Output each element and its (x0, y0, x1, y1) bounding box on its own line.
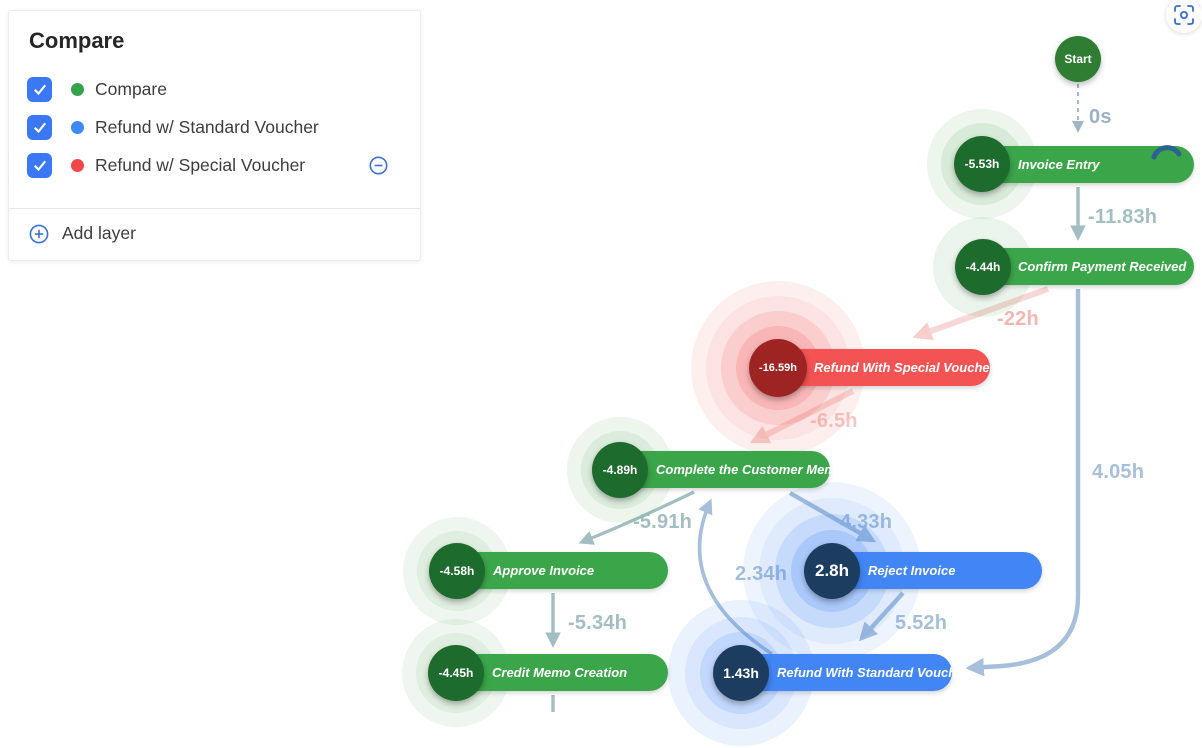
node-start[interactable]: Start (1055, 36, 1101, 82)
edge-label[interactable]: -22h (997, 308, 1039, 330)
node-badge[interactable]: 1.43h (713, 645, 769, 701)
edge-complete-approve[interactable] (578, 490, 695, 545)
edge-label[interactable]: -6.5h (810, 410, 858, 432)
node-label: Confirm Payment Received (1018, 259, 1187, 274)
node-label: Start (1064, 52, 1092, 66)
node-label: Reject Invoice (868, 563, 956, 578)
layer-checkbox[interactable] (27, 114, 52, 140)
node-badge[interactable]: -4.89h (592, 442, 648, 498)
node-credit-memo-creation[interactable]: Credit Memo Creation (459, 654, 668, 691)
node-reject-invoice[interactable]: Reject Invoice (835, 552, 1042, 589)
node-label: Complete the Customer Memo (656, 462, 844, 477)
node-badge[interactable]: -4.44h (955, 239, 1011, 295)
node-label: Refund With Standard Voucher (777, 665, 969, 680)
node-refund-with-special-voucher[interactable]: Refund With Special Voucher (781, 349, 995, 386)
fit-view-button[interactable] (1166, 0, 1202, 33)
edge-special-voucher-complete[interactable] (749, 388, 855, 444)
layer-color-dot (71, 158, 84, 172)
viewfinder-icon (1174, 5, 1194, 25)
edge-label[interactable]: -5.34h (568, 612, 628, 634)
checkmark-icon (33, 84, 46, 96)
layer-checkbox[interactable] (27, 76, 52, 102)
add-layer-button[interactable]: Add layer (9, 209, 420, 260)
edge-label[interactable]: 5.52h (895, 612, 948, 634)
panel-title: Compare (29, 28, 125, 53)
node-badge[interactable]: 2.8h (804, 543, 860, 599)
layer-row-special-voucher[interactable]: Refund w/ Special Voucher (27, 146, 402, 184)
node-badge[interactable]: -4.58h (429, 543, 485, 599)
layer-label: Refund w/ Standard Voucher (95, 116, 319, 137)
edge-label[interactable]: 0s (1089, 106, 1112, 128)
layer-checkbox[interactable] (27, 152, 52, 178)
node-badge[interactable]: -16.59h (749, 339, 807, 397)
layer-color-dot (71, 82, 84, 96)
checkmark-icon (33, 160, 46, 172)
edge-label[interactable]: 4.33h (840, 511, 893, 533)
node-confirm-payment-received[interactable]: Confirm Payment Received (985, 248, 1194, 285)
node-label: Approve Invoice (493, 563, 595, 578)
add-layer-label: Add layer (62, 223, 136, 243)
layer-label: Refund w/ Special Voucher (95, 154, 306, 175)
node-badge[interactable]: -5.53h (954, 136, 1010, 192)
edge-confirm-standard-voucher[interactable] (965, 289, 1081, 677)
edge-standard-voucher-complete[interactable] (697, 498, 773, 656)
layer-color-dot (71, 120, 84, 134)
edge-label[interactable]: -11.83h (1088, 206, 1158, 228)
minus-circle-icon (369, 156, 388, 174)
layer-row-compare[interactable]: Compare (27, 70, 402, 108)
edge-label[interactable]: -5.91h (633, 511, 693, 533)
node-refund-with-standard-voucher[interactable]: Refund With Standard Voucher (744, 654, 969, 691)
layer-label: Compare (95, 78, 167, 99)
node-label: Refund With Special Voucher (814, 360, 995, 375)
process-edges (545, 84, 1086, 712)
node-approve-invoice[interactable]: Approve Invoice (460, 552, 668, 589)
edge-complete-reject[interactable] (788, 491, 877, 543)
plus-circle-icon (29, 224, 49, 243)
node-label: Credit Memo Creation (492, 665, 628, 680)
edge-label[interactable]: 2.34h (735, 563, 788, 585)
checkmark-icon (33, 122, 46, 134)
loop-arc-icon (1151, 145, 1182, 160)
edge-reject-standard-voucher[interactable] (858, 591, 905, 642)
panel-divider (9, 208, 420, 209)
node-complete-the-customer-memo[interactable]: Complete the Customer Memo (623, 451, 844, 488)
edge-confirm-special-voucher[interactable] (912, 286, 1050, 341)
node-label: Invoice Entry (1018, 157, 1100, 172)
edge-label[interactable]: 4.05h (1092, 461, 1145, 483)
node-badge[interactable]: -4.45h (428, 645, 484, 701)
remove-layer-button[interactable] (369, 156, 388, 175)
compare-panel: Compare Compare Refund w/ Standard Vouch… (8, 10, 421, 261)
layer-row-standard-voucher[interactable]: Refund w/ Standard Voucher (27, 108, 402, 146)
